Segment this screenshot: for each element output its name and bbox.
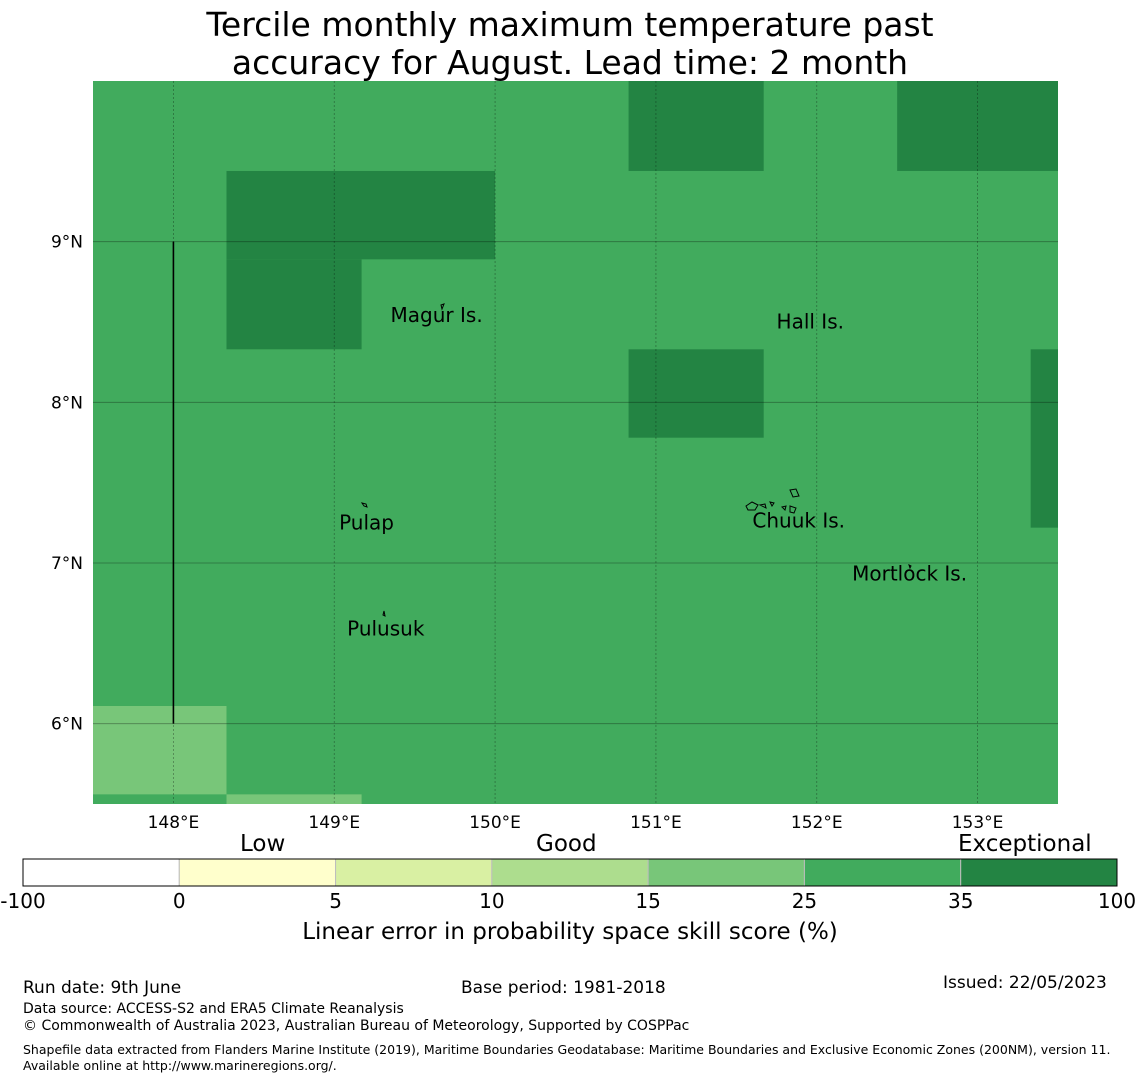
colorbar-tick-1: 0 bbox=[172, 889, 186, 913]
place-label-4: Mortlock Is. bbox=[852, 562, 967, 586]
place-labels: Magur Is. Hall Is. Pulap Chuuk Is. Mortlock … bbox=[339, 303, 967, 640]
island-outlines bbox=[360, 303, 912, 617]
shapefile-credit: Shapefile data extracted from Flanders M… bbox=[23, 1042, 1111, 1073]
colorbar-tick-5: 25 bbox=[791, 889, 818, 913]
skill-cell-3 bbox=[628, 81, 764, 171]
issued-date: Issued: 22/05/2023 bbox=[943, 973, 1107, 993]
skill-cell-5 bbox=[628, 349, 764, 438]
base-period: Base period: 1981-2018 bbox=[461, 978, 666, 998]
place-label-1: Hall Is. bbox=[777, 309, 844, 333]
map-title: Tercile monthly maximum temperature past… bbox=[0, 6, 1140, 82]
colorbar-tick-3: 10 bbox=[479, 889, 505, 913]
category-good: Good bbox=[536, 831, 597, 857]
colorbar-label: Linear error in probability space skill … bbox=[302, 919, 838, 945]
skill-cell-4 bbox=[897, 81, 1058, 171]
skill-cell-7 bbox=[93, 705, 227, 795]
colorbar-tick-0: -100 bbox=[0, 889, 46, 913]
lon-tick-label-3: 151°E bbox=[630, 813, 682, 833]
copyright: © Commonwealth of Australia 2023, Austra… bbox=[23, 1018, 690, 1034]
colorbar-tick-7: 100 bbox=[1097, 889, 1137, 913]
place-label-0: Magur Is. bbox=[391, 303, 483, 327]
colorbar-tick-6: 35 bbox=[947, 889, 974, 913]
lat-tick-label-1: 7°N bbox=[51, 554, 83, 574]
lon-tick-label-4: 152°E bbox=[791, 813, 843, 833]
category-low: Low bbox=[240, 831, 286, 857]
pulusuk-island-outline bbox=[382, 610, 386, 617]
data-source: Data source: ACCESS-S2 and ERA5 Climate … bbox=[23, 1001, 404, 1017]
colorbar-frame bbox=[22, 858, 1118, 887]
lon-tick-label-1: 149°E bbox=[308, 813, 360, 833]
place-label-5: Pulusuk bbox=[347, 616, 425, 640]
title-line-2: accuracy for August. Lead time: 2 month bbox=[231, 43, 909, 82]
lat-tick-label-3: 9°N bbox=[51, 233, 83, 253]
skill-cell-1 bbox=[226, 170, 496, 260]
colorbar-tick-4: 15 bbox=[635, 889, 661, 913]
skill-cell-2 bbox=[226, 259, 362, 350]
colorbar-segment-2 bbox=[335, 858, 493, 887]
lon-tick-label-2: 150°E bbox=[469, 813, 521, 833]
lat-tick-label-2: 8°N bbox=[51, 393, 83, 413]
place-label-2: Pulap bbox=[339, 510, 394, 534]
run-date: Run date: 9th June bbox=[23, 978, 182, 998]
colorbar-tick-2: 5 bbox=[329, 889, 342, 913]
place-label-3: Chuuk Is. bbox=[752, 509, 845, 533]
colorbar-segment-1 bbox=[178, 858, 337, 887]
skill-cell-6 bbox=[1030, 349, 1058, 528]
skill-cell-8 bbox=[226, 794, 362, 804]
colorbar-segment-5 bbox=[803, 858, 962, 887]
colorbar-segment-4 bbox=[647, 858, 805, 887]
mortlock-island-outline bbox=[908, 564, 912, 570]
title-line-1: Tercile monthly maximum temperature past bbox=[206, 5, 934, 44]
colorbar-segment-6 bbox=[960, 858, 1118, 887]
category-exceptional: Exceptional bbox=[958, 831, 1092, 857]
lon-tick-label-0: 148°E bbox=[148, 813, 200, 833]
colorbar bbox=[22, 858, 1118, 887]
latitude-axis-labels: 6°N 7°N 8°N 9°N bbox=[51, 233, 83, 735]
lon-tick-label-5: 153°E bbox=[952, 813, 1004, 833]
colorbar-segment-0 bbox=[22, 858, 180, 887]
skill-grid-cells bbox=[93, 81, 1058, 804]
longitude-axis-labels: 148°E 149°E 150°E 151°E 152°E 153°E bbox=[148, 813, 1004, 833]
chuuk-lagoon-outline bbox=[745, 488, 800, 514]
pulap-island-outline bbox=[360, 502, 368, 508]
colorbar-segment-3 bbox=[491, 858, 649, 887]
lat-tick-label-0: 6°N bbox=[51, 715, 83, 735]
magur-island-outline bbox=[440, 303, 445, 311]
